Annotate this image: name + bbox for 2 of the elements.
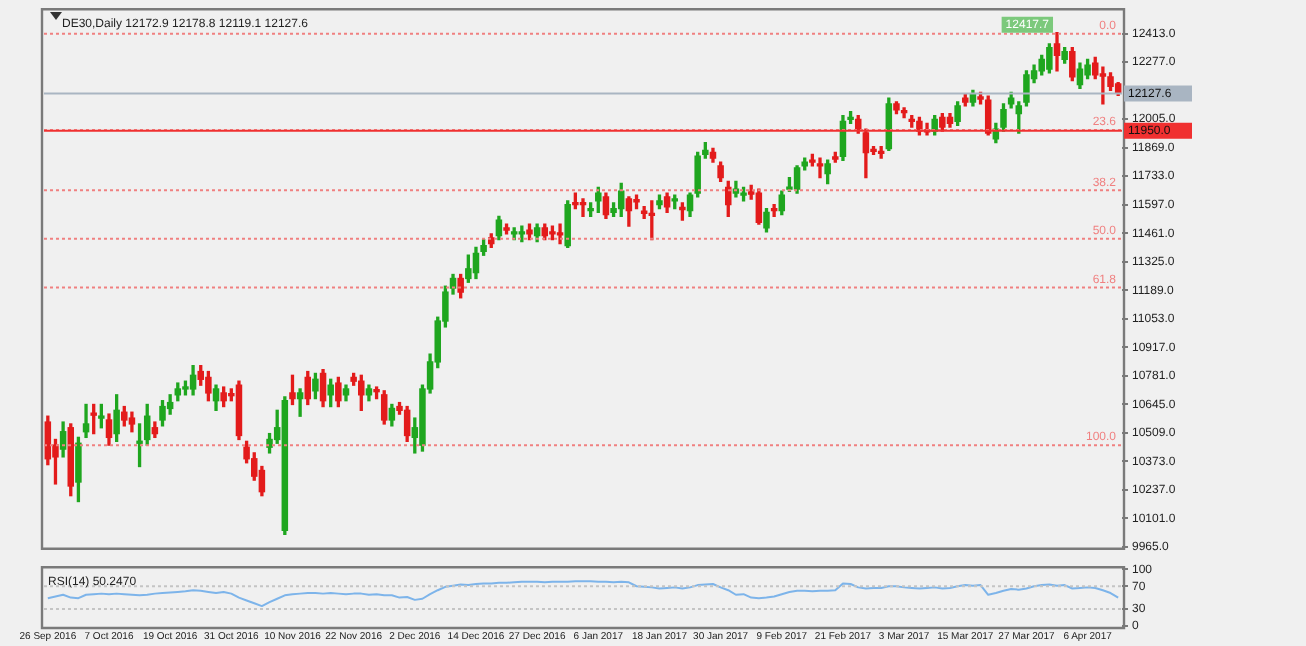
candlestick [816, 157, 824, 179]
candlestick [296, 388, 304, 417]
